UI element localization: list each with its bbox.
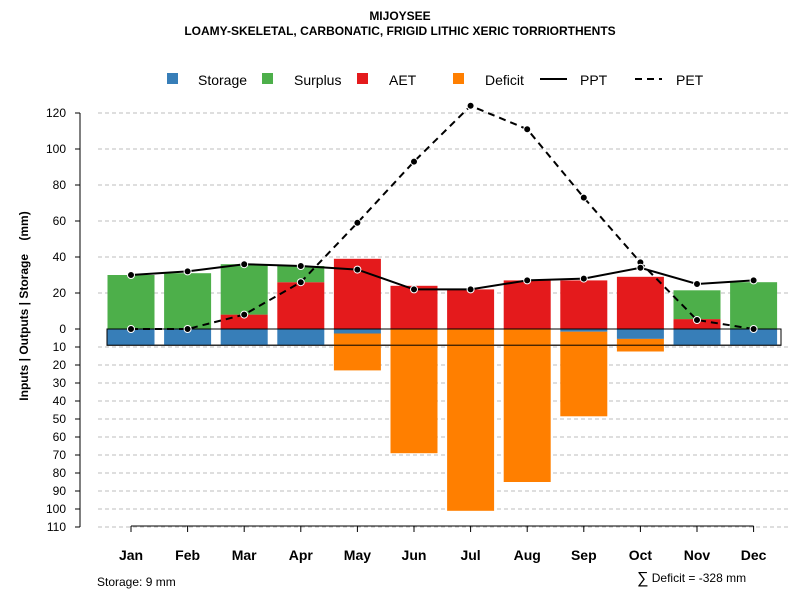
y-tick-label: 10 xyxy=(53,340,67,354)
x-tick-label: Jan xyxy=(119,547,143,563)
surplus-bar xyxy=(220,264,268,315)
legend-label-pet: PET xyxy=(676,72,704,88)
ppt-point xyxy=(466,285,475,294)
x-tick-label: Apr xyxy=(289,547,314,563)
legend-swatch-surplus xyxy=(262,73,273,84)
aet-bar xyxy=(673,319,721,329)
deficit-total-note: ∑ Deficit = -328 mm xyxy=(637,570,746,588)
surplus-bar xyxy=(107,275,155,329)
surplus-bar xyxy=(164,273,212,329)
chart-subtitle: LOAMY-SKELETAL, CARBONATIC, FRIGID LITHI… xyxy=(184,24,616,38)
ppt-point xyxy=(296,262,305,270)
y-tick-label: 110 xyxy=(47,520,66,534)
y-tick-label: 0 xyxy=(59,322,66,336)
ppt-point xyxy=(410,285,418,294)
pet-point xyxy=(579,193,588,202)
x-tick-label: Jun xyxy=(402,547,427,563)
aet-bar xyxy=(616,276,664,329)
x-tick-label: Jul xyxy=(460,547,480,563)
pet-point xyxy=(410,157,418,166)
storage-bar xyxy=(277,329,325,346)
pet-point xyxy=(523,125,532,134)
y-tick-label: 80 xyxy=(53,466,67,480)
storage-bar xyxy=(673,329,721,346)
x-tick-label: May xyxy=(344,547,371,563)
pet-point xyxy=(353,218,362,227)
y-tick-label: 120 xyxy=(46,106,66,120)
storage-bar xyxy=(730,329,778,346)
legend-label-ppt: PPT xyxy=(580,72,608,88)
x-tick-label: Aug xyxy=(514,547,541,563)
legend-swatch-aet xyxy=(357,73,368,84)
y-tick-label: 20 xyxy=(53,286,67,300)
y-tick-label: 100 xyxy=(46,502,66,516)
aet-bar xyxy=(560,280,608,329)
pet-point xyxy=(749,325,758,333)
pet-point xyxy=(127,325,135,333)
y-tick-label: 70 xyxy=(53,448,67,462)
ppt-point xyxy=(183,267,192,276)
surplus-bar xyxy=(673,290,721,320)
y-tick-label: 80 xyxy=(53,178,67,192)
storage-bar xyxy=(333,329,381,334)
storage-bar xyxy=(164,329,212,346)
ppt-point xyxy=(240,260,249,269)
x-tick-label: Dec xyxy=(741,547,767,563)
x-tick-label: Sep xyxy=(571,547,597,563)
storage-bar xyxy=(220,329,268,346)
legend-label-deficit: Deficit xyxy=(485,72,524,88)
surplus-bar xyxy=(730,282,778,329)
storage-bar xyxy=(107,329,155,346)
x-tick-label: Nov xyxy=(684,547,711,563)
legend-swatch-deficit xyxy=(453,73,464,84)
ppt-point xyxy=(127,271,135,279)
deficit-bar xyxy=(390,329,438,454)
ppt-point xyxy=(693,280,701,288)
deficit-total-text: Deficit = -328 mm xyxy=(651,571,747,585)
legend-label-storage: Storage xyxy=(198,72,247,88)
y-tick-label: 60 xyxy=(53,430,67,444)
deficit-bar xyxy=(560,331,608,417)
storage-capacity-outline xyxy=(106,328,782,346)
x-tick-label: Feb xyxy=(175,547,200,563)
storage-capacity-note: Storage: 9 mm xyxy=(97,575,176,589)
pet-point xyxy=(296,278,305,287)
y-tick-label: 30 xyxy=(53,376,67,390)
ppt-line xyxy=(130,263,754,291)
legend-label-aet: AET xyxy=(389,72,417,88)
legend-swatch-storage xyxy=(167,73,178,84)
pet-point xyxy=(693,316,701,324)
pet-point xyxy=(240,310,249,319)
aet-bar xyxy=(447,289,495,329)
pet-point xyxy=(466,101,475,110)
chart-title: MIJOYSEE xyxy=(369,9,431,23)
deficit-bar xyxy=(333,333,381,371)
pet-point xyxy=(183,325,192,333)
y-tick-label: 20 xyxy=(53,358,67,372)
legend-label-surplus: Surplus xyxy=(294,72,341,88)
aet-bar xyxy=(277,282,325,329)
y-tick-label: 40 xyxy=(53,394,67,408)
ppt-point xyxy=(523,276,532,285)
sigma-symbol: ∑ xyxy=(637,570,649,587)
deficit-bar xyxy=(447,329,495,511)
x-tick-label: Oct xyxy=(629,547,653,563)
y-tick-label: 100 xyxy=(46,142,66,156)
y-tick-label: 60 xyxy=(53,214,67,228)
storage-bar xyxy=(560,329,608,332)
aet-bar xyxy=(503,280,551,329)
y-tick-label: 90 xyxy=(53,484,67,498)
y-tick-label: 40 xyxy=(53,250,67,264)
ppt-point xyxy=(749,276,758,285)
ppt-point xyxy=(636,263,645,272)
ppt-point xyxy=(353,265,362,274)
ppt-point xyxy=(579,274,588,283)
pet-line xyxy=(131,104,754,330)
deficit-bar xyxy=(503,329,551,482)
storage-bar xyxy=(616,329,664,339)
y-axis-label: Inputs | Outputs | Storage (mm) xyxy=(17,211,31,400)
x-tick-label: Mar xyxy=(232,547,257,563)
y-tick-label: 50 xyxy=(53,412,67,426)
